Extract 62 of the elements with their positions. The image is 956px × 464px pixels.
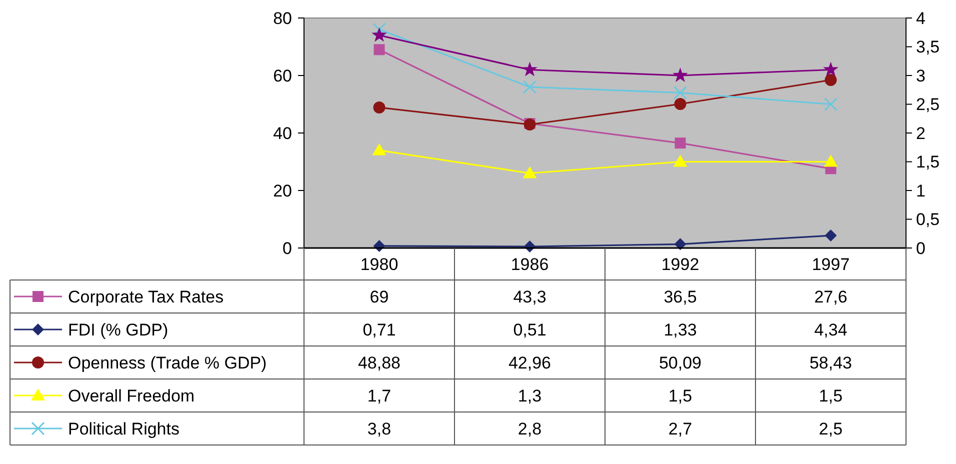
data-label: 1,5 xyxy=(668,386,692,406)
point xyxy=(674,138,686,149)
data-label: 50,09 xyxy=(658,353,702,372)
x-tick-label: 1992 xyxy=(661,255,700,274)
data-label: 1,7 xyxy=(367,386,392,406)
point xyxy=(824,230,837,242)
point xyxy=(674,98,686,110)
point xyxy=(372,27,387,42)
legend-label: Political Rights xyxy=(68,419,180,438)
y-tick-label: 0 xyxy=(282,238,292,258)
data-label: 2,7 xyxy=(668,419,692,438)
data-label: 0,51 xyxy=(513,320,546,340)
y-tick-label: 40 xyxy=(273,124,292,143)
x-tick-label: 1997 xyxy=(812,255,850,274)
data-label: 27,6 xyxy=(814,287,848,306)
point xyxy=(823,62,838,76)
data-label: 42,96 xyxy=(508,353,552,372)
data-label: 4,34 xyxy=(814,320,848,340)
point xyxy=(824,98,838,111)
legend-label: Corporate Tax Rates xyxy=(68,287,224,306)
y2-tick-label: 0 xyxy=(916,238,926,258)
point xyxy=(824,74,837,86)
point xyxy=(523,80,536,94)
x-tick-label: 1980 xyxy=(360,255,398,274)
point xyxy=(374,44,385,56)
point xyxy=(674,238,686,250)
data-label: 48,88 xyxy=(358,353,401,372)
data-label: 43,3 xyxy=(513,287,546,306)
y2-tick-label: 1,5 xyxy=(916,152,940,172)
y2-tick-label: 2 xyxy=(916,124,926,143)
data-label: 69 xyxy=(370,287,389,306)
y2-tick-label: 3 xyxy=(916,66,926,86)
legend-label: Openness (Trade % GDP) xyxy=(68,353,267,372)
data-label: 1,5 xyxy=(818,386,843,406)
y-tick-label: 20 xyxy=(273,181,292,200)
data-label: 1,3 xyxy=(518,386,542,406)
point xyxy=(372,22,386,36)
data-label: 36,5 xyxy=(664,287,697,306)
y2-tick-label: 2,5 xyxy=(916,95,940,114)
data-label: 2,8 xyxy=(518,419,542,438)
data-label: 3,8 xyxy=(367,419,392,438)
point xyxy=(674,86,687,100)
y2-tick-label: 1 xyxy=(916,181,926,200)
data-label: 1,33 xyxy=(664,320,697,340)
point xyxy=(373,101,386,114)
y-tick-label: 80 xyxy=(273,8,292,28)
y2-tick-label: 3,5 xyxy=(916,38,940,57)
point xyxy=(824,154,838,167)
legend-label: Overall Freedom xyxy=(68,386,195,406)
point xyxy=(522,62,538,76)
point xyxy=(672,68,688,82)
data-label: 58,43 xyxy=(809,353,852,372)
data-label: 0,71 xyxy=(362,320,396,340)
point xyxy=(372,143,386,156)
legend-label: FDI (% GDP) xyxy=(68,320,168,340)
data-label: 2,5 xyxy=(818,419,843,438)
point xyxy=(522,166,537,178)
y-tick-label: 60 xyxy=(273,66,292,86)
point xyxy=(673,154,688,167)
x-tick-label: 1986 xyxy=(510,255,549,274)
y2-tick-label: 4 xyxy=(916,8,926,28)
y2-tick-label: 0,5 xyxy=(916,210,940,230)
